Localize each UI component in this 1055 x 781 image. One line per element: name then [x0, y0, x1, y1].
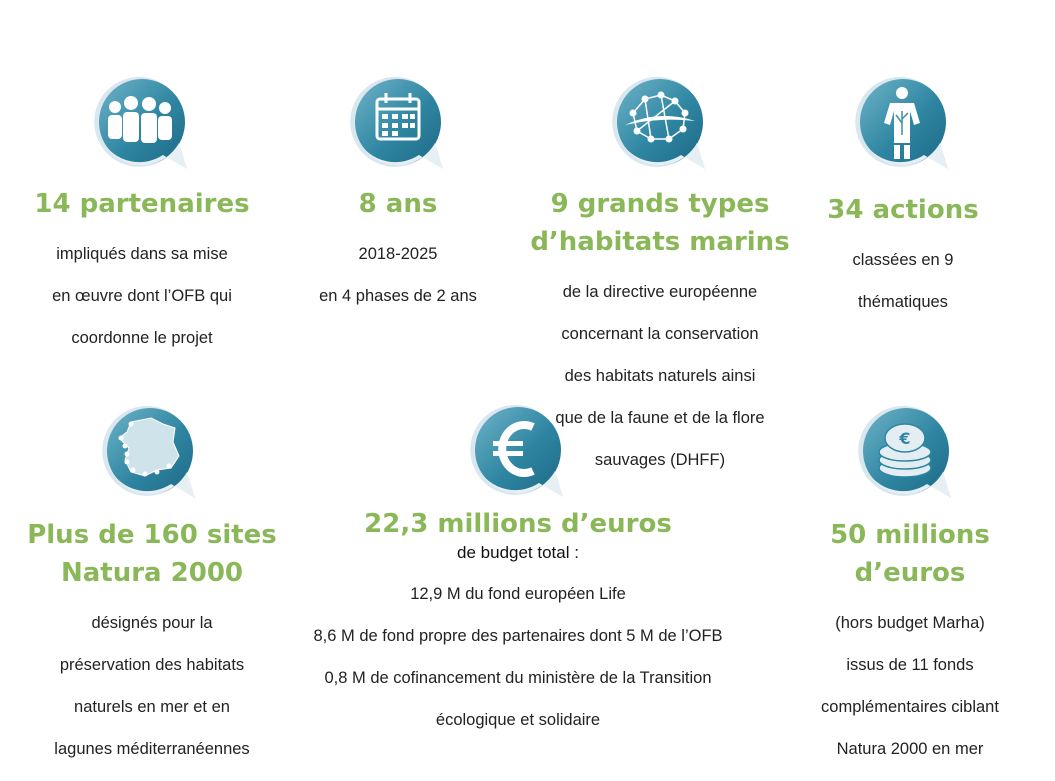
- person-plant-icon: [854, 73, 952, 173]
- stat-title: 14 partenaires: [34, 189, 250, 219]
- stat-description: impliqués dans sa mise en œuvre dont l’O…: [52, 245, 232, 347]
- stat-title: d’habitats marins: [530, 227, 790, 257]
- stat-description: 12,9 M du fond européen Life 8,6 M de fo…: [313, 585, 723, 729]
- stat-description: de la directive européenne concernant la…: [555, 283, 765, 469]
- stat-subtitle: de budget total :: [457, 543, 579, 562]
- stat-title: Plus de 160 sites: [27, 520, 277, 550]
- stat-description: (hors budget Marha) issus de 11 fonds co…: [821, 614, 999, 758]
- people-group-icon: [93, 73, 191, 173]
- stat-title: 9 grands types: [550, 189, 770, 219]
- stat-title: 22,3 millions d’euros: [364, 509, 672, 539]
- stat-title: d’euros: [854, 558, 966, 588]
- stat-title: 8 ans: [358, 189, 438, 219]
- euro-icon: [469, 401, 567, 501]
- svg-text:€: €: [898, 429, 910, 448]
- stat-title: 50 millions: [830, 520, 990, 550]
- stat-description: classées en 9 thématiques: [852, 251, 954, 311]
- france-map-icon: [101, 402, 199, 502]
- stat-description: 2018-2025 en 4 phases de 2 ans: [319, 245, 477, 305]
- stat-description: désignés pour la préservation des habita…: [54, 614, 250, 758]
- marine-habitats-icon: [611, 73, 709, 173]
- stat-title: Natura 2000: [60, 558, 244, 588]
- calendar-icon: [349, 73, 447, 173]
- coins-stack-icon: €: [857, 402, 955, 502]
- stat-title: 34 actions: [827, 195, 979, 225]
